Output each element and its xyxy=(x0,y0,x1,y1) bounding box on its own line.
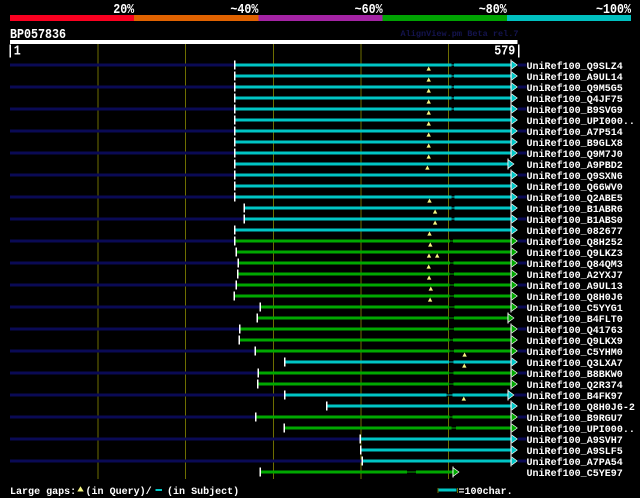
svg-text:UniRef100_A9UL13: UniRef100_A9UL13 xyxy=(527,281,623,293)
svg-text:UniRef100_B9RGU7: UniRef100_B9RGU7 xyxy=(527,413,623,425)
svg-text:UniRef100_UPI000..: UniRef100_UPI000.. xyxy=(527,424,635,436)
svg-text:BP057836: BP057836 xyxy=(10,27,66,43)
svg-text:(in Subject): (in Subject) xyxy=(167,486,239,498)
svg-text:UniRef100_A7P514: UniRef100_A7P514 xyxy=(527,127,623,139)
svg-text:UniRef100_Q66WV0: UniRef100_Q66WV0 xyxy=(527,182,623,194)
svg-text:UniRef100_Q8H0J6-2: UniRef100_Q8H0J6-2 xyxy=(527,402,635,414)
svg-text:~40%: ~40% xyxy=(230,2,258,18)
svg-text:~100%: ~100% xyxy=(596,2,631,18)
svg-text:UniRef100_Q4JF75: UniRef100_Q4JF75 xyxy=(527,94,623,106)
svg-text:20%: 20% xyxy=(113,2,134,18)
svg-text:UniRef100_UPI000..: UniRef100_UPI000.. xyxy=(527,116,635,128)
svg-text:UniRef100_B4FK97: UniRef100_B4FK97 xyxy=(527,391,623,403)
svg-text:(in Query)/: (in Query)/ xyxy=(86,486,152,498)
svg-text:UniRef100_Q8H252: UniRef100_Q8H252 xyxy=(527,237,623,249)
svg-text:UniRef100_Q84QM3: UniRef100_Q84QM3 xyxy=(527,259,623,271)
svg-text:UniRef100_B1ABS0: UniRef100_B1ABS0 xyxy=(527,215,623,227)
svg-text:UniRef100_Q9SXN6: UniRef100_Q9SXN6 xyxy=(527,171,623,183)
svg-text:|1: |1 xyxy=(7,44,21,60)
svg-text:UniRef100_Q9M5G5: UniRef100_Q9M5G5 xyxy=(527,83,623,95)
svg-text:AlignView.pm Beta rel.7: AlignView.pm Beta rel.7 xyxy=(401,29,519,39)
svg-text:UniRef100_Q9SLZ4: UniRef100_Q9SLZ4 xyxy=(527,61,623,73)
svg-text:UniRef100_Q3LXA7: UniRef100_Q3LXA7 xyxy=(527,358,623,370)
svg-text:UniRef100_B9SVG9: UniRef100_B9SVG9 xyxy=(527,105,623,117)
svg-text:UniRef100_Q8H0J6: UniRef100_Q8H0J6 xyxy=(527,292,623,304)
svg-text:UniRef100_Q2ABE5: UniRef100_Q2ABE5 xyxy=(527,193,623,205)
svg-text:~60%: ~60% xyxy=(355,2,383,18)
svg-text:UniRef100_B8BKW0: UniRef100_B8BKW0 xyxy=(527,369,623,381)
svg-text:UniRef100_A9UL14: UniRef100_A9UL14 xyxy=(527,72,623,84)
svg-text:UniRef100_Q9LKX9: UniRef100_Q9LKX9 xyxy=(527,336,623,348)
svg-text:UniRef100_Q41763: UniRef100_Q41763 xyxy=(527,325,623,337)
svg-text:Large gaps:: Large gaps: xyxy=(10,487,76,498)
svg-text:UniRef100_C5YE97: UniRef100_C5YE97 xyxy=(527,468,623,480)
svg-text:579|: 579| xyxy=(494,44,522,60)
svg-text:UniRef100_C5YHM0: UniRef100_C5YHM0 xyxy=(527,347,623,359)
svg-text:UniRef100_082677: UniRef100_082677 xyxy=(527,226,623,238)
svg-text:UniRef100_C5YYG1: UniRef100_C5YYG1 xyxy=(527,303,623,315)
svg-text:=100char.: =100char. xyxy=(459,486,513,498)
svg-text:UniRef100_A2YXJ7: UniRef100_A2YXJ7 xyxy=(527,270,623,282)
svg-text:~80%: ~80% xyxy=(479,2,507,18)
svg-text:UniRef100_Q9M7J0: UniRef100_Q9M7J0 xyxy=(527,149,623,161)
svg-text:UniRef100_Q9LKZ3: UniRef100_Q9LKZ3 xyxy=(527,248,623,260)
svg-text:UniRef100_A9SLF5: UniRef100_A9SLF5 xyxy=(527,446,623,458)
svg-text:UniRef100_A9PBD2: UniRef100_A9PBD2 xyxy=(527,160,623,172)
svg-text:UniRef100_Q2R374: UniRef100_Q2R374 xyxy=(527,380,623,392)
svg-text:UniRef100_B1ABR6: UniRef100_B1ABR6 xyxy=(527,204,623,216)
svg-text:UniRef100_B4FLT0: UniRef100_B4FLT0 xyxy=(527,314,623,326)
svg-text:UniRef100_A9SVH7: UniRef100_A9SVH7 xyxy=(527,435,623,447)
svg-text:UniRef100_B9GLX8: UniRef100_B9GLX8 xyxy=(527,138,623,150)
svg-text:UniRef100_A7PA54: UniRef100_A7PA54 xyxy=(527,457,623,469)
